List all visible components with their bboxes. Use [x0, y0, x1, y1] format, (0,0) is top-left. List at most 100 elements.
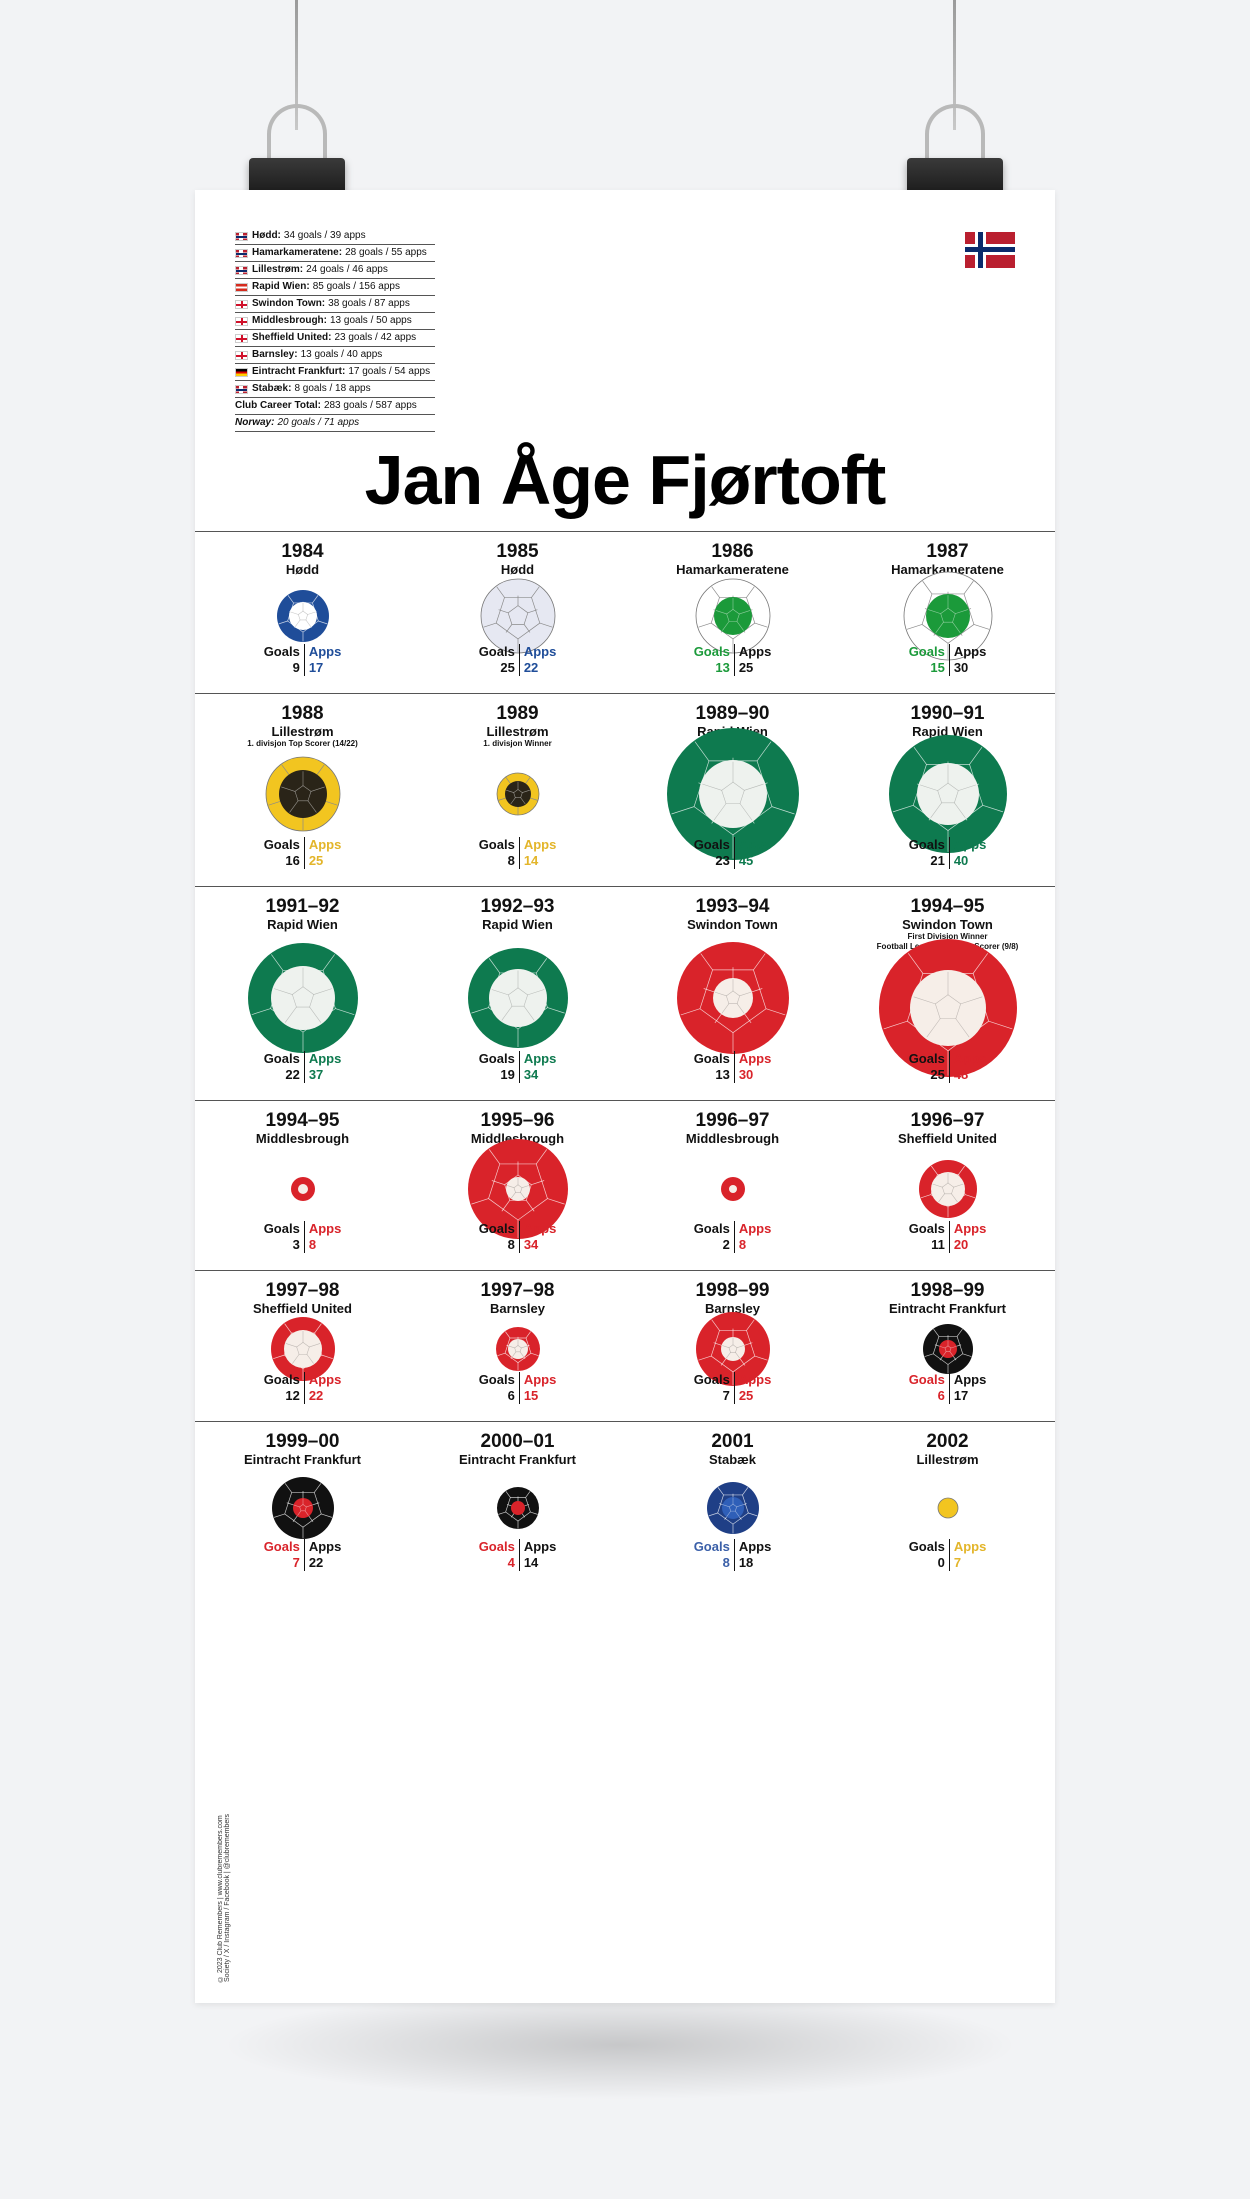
career-row: Lillestrøm: 24 goals / 46 apps	[235, 262, 435, 279]
season-stats: Goals 22 Apps 37	[195, 1051, 410, 1083]
apps-value: 30	[738, 1067, 754, 1082]
career-row: Hødd: 34 goals / 39 apps	[235, 228, 435, 245]
season-club: Stabæk	[709, 1452, 756, 1467]
season-stats: Goals 23 Apps 45	[625, 837, 840, 869]
apps-value: 25	[308, 853, 324, 868]
season-year: 1997–98	[265, 1280, 340, 1301]
goals-column: Goals 25	[909, 1051, 950, 1083]
apps-value: 20	[953, 1237, 969, 1252]
football-icon	[720, 1176, 745, 1201]
goals-column: Goals 8	[479, 1221, 520, 1253]
career-row: Swindon Town: 38 goals / 87 apps	[235, 296, 435, 313]
goals-label: Goals	[478, 1372, 515, 1387]
apps-label: Apps	[738, 644, 772, 659]
goals-column: Goals 25	[479, 644, 520, 676]
apps-column: Apps 30	[950, 644, 987, 676]
hanging-wire-right	[953, 0, 956, 130]
season-card: 1996–97 Sheffield United Goals 11 Apps 20	[840, 1101, 1055, 1270]
season-stats: Goals 21 Apps 40	[840, 837, 1055, 869]
football-icon	[276, 589, 329, 642]
apps-column: Apps 17	[305, 644, 342, 676]
goals-column: Goals 8	[694, 1539, 735, 1571]
apps-value: 8	[308, 1237, 317, 1252]
goals-label: Goals	[478, 644, 515, 659]
season-stats: Goals 13 Apps 30	[625, 1051, 840, 1083]
nor-flag-icon	[235, 384, 248, 394]
goals-column: Goals 0	[909, 1539, 950, 1571]
season-stats: Goals 6 Apps 17	[840, 1372, 1055, 1404]
season-note: 1. divisjon Top Scorer (14/22)	[247, 739, 358, 748]
career-club: Stabæk:	[252, 383, 292, 394]
football-icon	[265, 756, 340, 832]
goals-column: Goals 3	[264, 1221, 305, 1253]
norway-flag	[965, 232, 1015, 268]
apps-column: Apps 20	[950, 1221, 987, 1253]
career-row: Middlesbrough: 13 goals / 50 apps	[235, 313, 435, 330]
apps-label: Apps	[308, 1051, 342, 1066]
football-icon	[467, 947, 568, 1048]
goals-value: 6	[507, 1388, 515, 1403]
season-stats: Goals 13 Apps 25	[625, 644, 840, 676]
career-stat: 23 goals / 42 apps	[334, 332, 417, 343]
season-card: 2001 Stabæk Goals 8 Apps 18	[625, 1422, 840, 1588]
goals-label: Goals	[263, 837, 300, 852]
football-icon	[666, 727, 799, 860]
apps-column: Apps 34	[520, 1221, 557, 1253]
goals-value: 16	[285, 853, 300, 868]
season-club: Eintracht Frankfurt	[888, 1301, 1006, 1316]
career-summary: Hødd: 34 goals / 39 apps Hamarkameratene: 2…	[235, 228, 435, 432]
season-club: Barnsley	[705, 1301, 760, 1316]
apps-label: Apps	[953, 1051, 987, 1066]
season-club: Lillestrøm	[486, 724, 549, 739]
goals-column: Goals 7	[694, 1372, 735, 1404]
career-stat: 13 goals / 40 apps	[300, 349, 383, 360]
football-icon	[918, 1159, 977, 1218]
goals-column: Goals 6	[479, 1372, 520, 1404]
apps-label: Apps	[308, 1221, 342, 1236]
goals-column: Goals 19	[479, 1051, 520, 1083]
total-stat: 283 goals / 587 apps	[323, 400, 417, 411]
apps-value: 22	[308, 1555, 324, 1570]
career-row: Rapid Wien: 85 goals / 156 apps	[235, 279, 435, 296]
apps-label: Apps	[953, 1221, 987, 1236]
goals-value: 3	[292, 1237, 300, 1252]
ball-wrapper	[410, 1438, 625, 1578]
apps-label: Apps	[738, 1051, 772, 1066]
season-year: 1994–95	[265, 1110, 340, 1131]
football-icon	[676, 941, 789, 1054]
career-stat: 34 goals / 39 apps	[283, 230, 366, 241]
goals-value: 8	[507, 1237, 515, 1252]
season-club: Middlesbrough	[685, 1131, 780, 1146]
season-card: 1985 Hødd Goals 25 Apps 22	[410, 532, 625, 693]
season-stats: Goals 16 Apps 25	[195, 837, 410, 869]
ball-wrapper	[625, 724, 840, 864]
season-row: 1991–92 Rapid Wien Goals 22 Apps 37 1992–93 Rap…	[195, 886, 1055, 1100]
season-year: 1997–98	[480, 1280, 555, 1301]
ball-wrapper	[625, 928, 840, 1068]
season-year: 1995–96	[480, 1110, 555, 1131]
ball-wrapper	[195, 1119, 410, 1259]
season-card: 1993–94 Swindon Town Goals 13 Apps 30	[625, 887, 840, 1100]
season-card: 1996–97 Middlesbrough Goals 2 Apps 8	[625, 1101, 840, 1270]
season-year: 1991–92	[265, 896, 340, 917]
apps-column: Apps 25	[305, 837, 342, 869]
apps-column: Apps 25	[735, 644, 772, 676]
apps-label: Apps	[953, 837, 987, 852]
goals-value: 13	[715, 1067, 730, 1082]
goals-label: Goals	[693, 644, 730, 659]
season-year: 1989	[496, 703, 539, 724]
season-club: Rapid Wien	[912, 724, 983, 739]
season-year: 1999–00	[265, 1431, 340, 1452]
season-row: 1984 Hødd Goals 9 Apps 17 1985 Hødd Goals 25 Apps 2…	[195, 531, 1055, 693]
season-club: Lillestrøm	[271, 724, 334, 739]
eng-flag-icon	[235, 299, 248, 309]
apps-column: Apps 7	[950, 1539, 987, 1571]
ball-wrapper	[625, 546, 840, 686]
apps-label: Apps	[953, 1372, 987, 1387]
season-card: 1989–90Rapid WienGoals23Apps45	[625, 694, 840, 886]
career-club: Hamarkameratene:	[252, 247, 343, 258]
goals-column: Goals 12	[264, 1372, 305, 1404]
career-row: Sheffield United: 23 goals / 42 apps	[235, 330, 435, 347]
career-stat: 8 goals / 18 apps	[294, 383, 371, 394]
apps-label: Apps	[738, 1372, 772, 1387]
